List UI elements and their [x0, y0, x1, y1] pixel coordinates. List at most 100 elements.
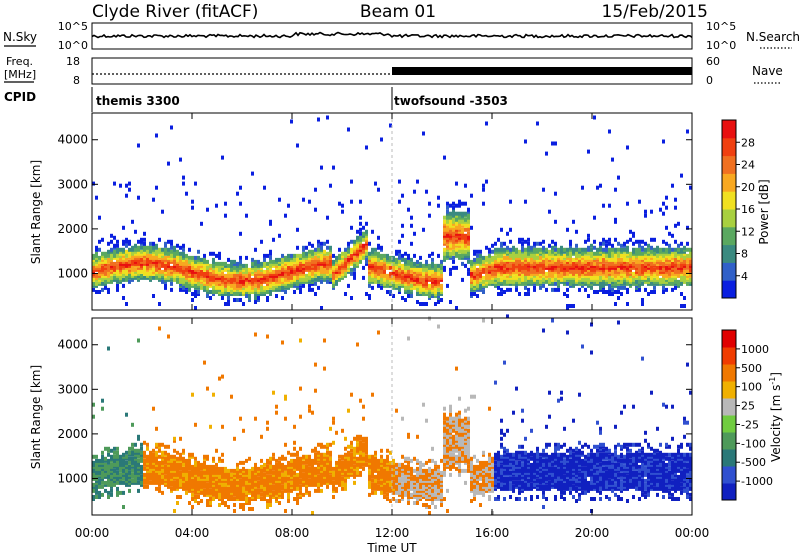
range-gate-cell	[560, 245, 563, 250]
range-gate-cell	[284, 456, 287, 461]
range-gate-cell	[647, 269, 650, 274]
range-gate-cell	[602, 253, 605, 258]
range-gate-cell	[164, 263, 167, 268]
range-gate-cell	[500, 287, 503, 292]
range-gate-cell	[347, 127, 350, 132]
range-gate-cell	[674, 285, 677, 290]
range-gate-cell	[275, 458, 278, 463]
range-gate-cell	[203, 271, 206, 276]
range-gate-cell	[179, 267, 182, 272]
range-gate-cell	[116, 263, 119, 268]
range-gate-cell	[500, 247, 503, 252]
range-gate-cell	[545, 253, 548, 258]
range-gate-cell	[362, 243, 365, 248]
range-gate-cell	[524, 292, 527, 296]
range-gate-cell	[686, 269, 689, 274]
range-gate-cell	[170, 239, 173, 244]
range-gate-cell	[107, 490, 110, 495]
range-gate-cell	[134, 267, 137, 272]
range-gate-cell	[290, 253, 293, 258]
range-gate-cell	[299, 446, 302, 451]
range-gate-cell	[587, 149, 590, 154]
range-gate-cell	[218, 261, 221, 266]
range-gate-cell	[176, 249, 179, 254]
range-gate-cell	[110, 462, 113, 467]
range-gate-cell	[218, 503, 221, 507]
range-gate-cell	[503, 255, 506, 260]
range-gate-cell	[194, 460, 197, 465]
range-gate-cell	[176, 501, 179, 505]
range-gate-cell	[224, 290, 227, 294]
range-gate-cell	[272, 464, 275, 469]
range-gate-cell	[137, 448, 140, 453]
range-gate-cell	[452, 259, 455, 264]
range-gate-cell	[236, 277, 239, 282]
range-gate-cell	[140, 237, 143, 242]
range-gate-cell	[377, 235, 380, 240]
range-gate-cell	[653, 267, 656, 272]
range-gate-cell	[605, 253, 608, 258]
range-gate-cell	[185, 253, 188, 258]
range-gate-cell	[596, 261, 599, 266]
range-gate-cell	[119, 490, 122, 495]
range-gate-cell	[350, 247, 353, 252]
range-gate-cell	[158, 237, 161, 242]
range-gate-cell	[308, 478, 311, 483]
range-gate-cell	[647, 247, 650, 252]
range-gate-cell	[398, 179, 401, 184]
range-gate-cell	[176, 450, 179, 455]
range-gate-cell	[122, 277, 125, 282]
velocity-heatmap	[92, 314, 692, 515]
range-gate-cell	[296, 458, 299, 463]
range-gate-cell	[617, 175, 620, 180]
range-gate-cell	[299, 484, 302, 489]
range-gate-cell	[593, 251, 596, 256]
range-gate-cell	[143, 231, 146, 236]
range-gate-cell	[296, 497, 299, 501]
range-gate-cell	[452, 237, 455, 242]
range-gate-cell	[257, 476, 260, 481]
range-gate-cell	[311, 410, 314, 415]
range-gate-cell	[374, 279, 377, 284]
range-gate-cell	[170, 253, 173, 258]
range-gate-cell	[179, 436, 182, 441]
range-gate-cell	[587, 245, 590, 250]
range-gate-cell	[266, 464, 269, 469]
range-gate-cell	[536, 281, 539, 286]
range-gate-cell	[623, 247, 626, 252]
range-gate-cell	[170, 125, 173, 130]
range-gate-cell	[266, 261, 269, 266]
range-gate-cell	[110, 488, 113, 493]
range-gate-cell	[659, 265, 662, 270]
range-gate-cell	[251, 495, 254, 499]
range-gate-cell	[191, 199, 194, 204]
range-gate-cell	[221, 452, 224, 457]
range-gate-cell	[620, 269, 623, 274]
range-gate-cell	[131, 219, 134, 224]
range-gate-cell	[299, 414, 302, 419]
range-gate-cell	[269, 259, 272, 264]
range-gate-cell	[326, 239, 329, 244]
range-gate-cell	[197, 249, 200, 254]
range-gate-cell	[428, 283, 431, 288]
range-gate-cell	[587, 294, 590, 298]
range-gate-cell	[410, 223, 413, 228]
range-gate-cell	[122, 225, 125, 230]
range-gate-cell	[359, 215, 362, 220]
range-gate-cell	[506, 255, 509, 260]
range-gate-cell	[476, 267, 479, 272]
range-gate-cell	[209, 495, 212, 499]
range-gate-cell	[545, 271, 548, 276]
range-gate-cell	[323, 249, 326, 254]
range-gate-cell	[173, 253, 176, 258]
range-gate-cell	[644, 287, 647, 292]
range-gate-cell	[506, 287, 509, 292]
range-gate-cell	[101, 287, 104, 292]
range-gate-cell	[572, 247, 575, 252]
range-gate-cell	[278, 501, 281, 505]
range-gate-cell	[389, 290, 392, 294]
range-gate-cell	[599, 245, 602, 250]
range-gate-cell	[686, 247, 689, 252]
range-gate-cell	[284, 482, 287, 487]
range-gate-cell	[671, 261, 674, 266]
